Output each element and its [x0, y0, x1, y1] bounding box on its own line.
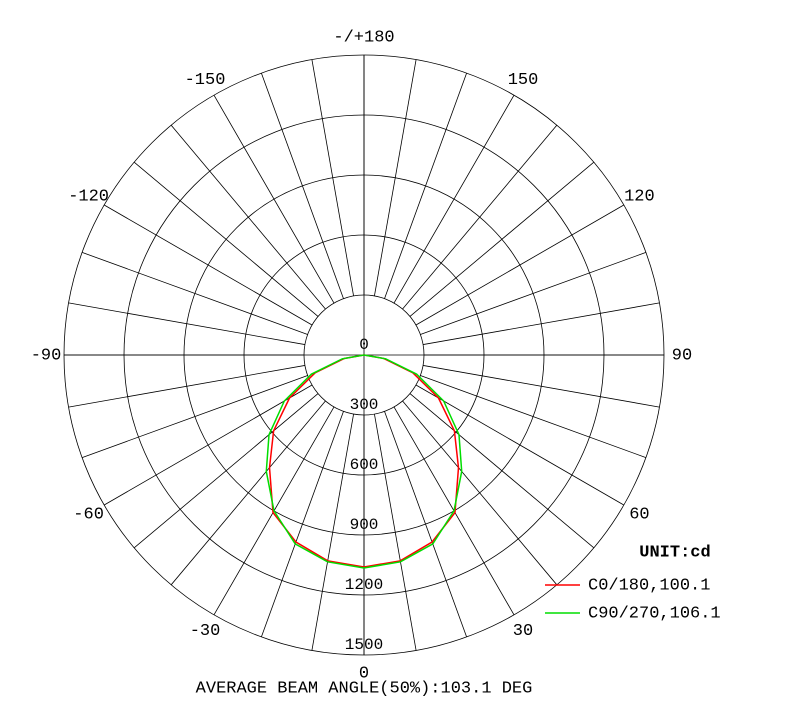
theta-tick-label: 150	[508, 71, 539, 90]
grid-ring	[63, 54, 665, 656]
grid-ring	[123, 114, 605, 596]
theta-tick-label: -90	[31, 346, 62, 365]
theta-tick-label: -60	[73, 505, 104, 524]
theta-tick-label: 30	[513, 622, 533, 641]
curve	[268, 354, 460, 568]
r-tick-label: 0	[359, 336, 369, 354]
theta-tick-label: -/+180	[333, 28, 394, 47]
grid-ring	[183, 174, 545, 536]
theta-tick-label: 60	[629, 505, 649, 524]
r-tick-label: 1200	[345, 576, 383, 594]
grid-ring	[243, 234, 485, 476]
r-tick-label: 300	[350, 396, 379, 414]
legend-label: C0/180,100.1	[588, 576, 710, 595]
r-tick-label: 600	[350, 456, 379, 474]
theta-tick-label: -120	[68, 187, 109, 206]
grid-ring	[303, 294, 425, 416]
r-tick-label: 1500	[345, 636, 383, 654]
curve	[265, 354, 463, 569]
theta-tick-label: 0	[359, 664, 369, 683]
r-tick-label: 900	[350, 516, 379, 534]
theta-tick-label: 120	[624, 187, 655, 206]
legend-label: C90/270,106.1	[588, 604, 721, 623]
theta-tick-label: -150	[185, 71, 226, 90]
unit-label: UNIT:cd	[639, 543, 710, 562]
footer: AVERAGE BEAM ANGLE(50%):103.1 DEG	[196, 679, 533, 698]
theta-tick-label: -30	[190, 622, 221, 641]
theta-tick-label: 90	[672, 346, 692, 365]
